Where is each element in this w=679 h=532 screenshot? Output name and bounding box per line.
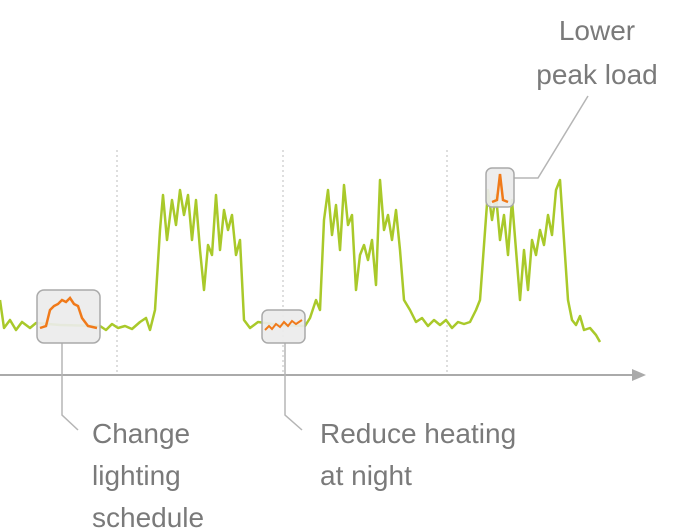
highlight-line xyxy=(39,296,98,330)
leaders xyxy=(61,95,589,431)
annotation-text: schedule xyxy=(92,502,204,532)
annotation-text: Change xyxy=(92,418,190,449)
leader xyxy=(514,95,589,179)
highlight-line xyxy=(264,319,303,331)
load-line xyxy=(0,178,602,343)
annotation-text: Lower xyxy=(559,15,635,46)
annotation-text: peak load xyxy=(536,59,657,90)
highlight-box xyxy=(485,167,515,208)
highlight-box xyxy=(261,309,306,344)
axis-arrow xyxy=(632,369,646,381)
leader xyxy=(284,343,303,431)
annotation-text: at night xyxy=(320,460,412,491)
annotation-text: Reduce heating xyxy=(320,418,516,449)
highlight-line xyxy=(491,173,509,204)
annotation-text: lighting xyxy=(92,460,181,491)
highlight-box xyxy=(36,289,101,344)
leader xyxy=(61,343,79,431)
